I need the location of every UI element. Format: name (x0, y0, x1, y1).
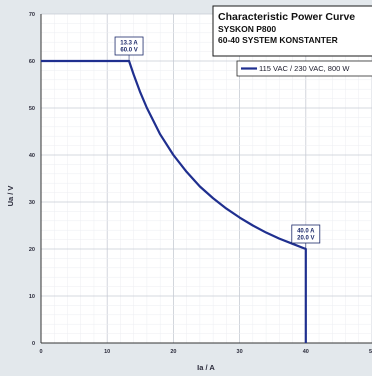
chart-title: Characteristic Power Curve (218, 11, 355, 23)
callout-label: 60.0 V (120, 48, 137, 54)
callout-label: 13.3 A (120, 41, 138, 47)
axes (40, 14, 372, 344)
y-tick-label: 0 (32, 341, 35, 347)
legend: 115 VAC / 230 VAC, 800 W (236, 60, 372, 77)
y-axis-label: Ua / V (6, 186, 15, 207)
y-tick-label: 60 (29, 59, 35, 65)
y-tick-label: 30 (29, 200, 35, 206)
x-tick-label: 30 (237, 349, 243, 355)
callout-label: 20.0 V (297, 236, 314, 242)
x-tick-label: 0 (39, 349, 42, 355)
data-callout: 13.3 A60.0 V (114, 36, 144, 61)
title-box: Characteristic Power Curve SYSKON P800 6… (212, 5, 372, 57)
y-tick-label: 10 (29, 294, 35, 300)
series-layer (41, 59, 307, 343)
x-axis-label: Ia / A (197, 363, 215, 372)
chart-subtitle-line-1: SYSKON P800 (218, 24, 276, 34)
callout-label: 40.0 A (297, 229, 315, 235)
x-tick-label: 20 (170, 349, 176, 355)
x-tick-label: 50 (369, 349, 372, 355)
series-line (41, 59, 307, 343)
legend-entry-label: 115 VAC / 230 VAC, 800 W (259, 64, 350, 73)
y-tick-label: 40 (29, 153, 35, 159)
x-tick-label: 40 (303, 349, 309, 355)
data-callout: 40.0 A20.0 V (291, 224, 321, 249)
chart-subtitle-line-2: 60-40 SYSTEM KONSTANTER (218, 35, 338, 45)
x-tick-label: 10 (104, 349, 110, 355)
y-tick-label: 50 (29, 106, 35, 112)
annotations-layer: 13.3 A60.0 V 40.0 A20.0 V (114, 36, 321, 249)
y-tick-label: 20 (29, 247, 35, 253)
tick-labels: 0 10 20 30 40 50 0 10 20 30 40 50 60 70 (29, 12, 372, 355)
y-tick-label: 70 (29, 12, 35, 18)
